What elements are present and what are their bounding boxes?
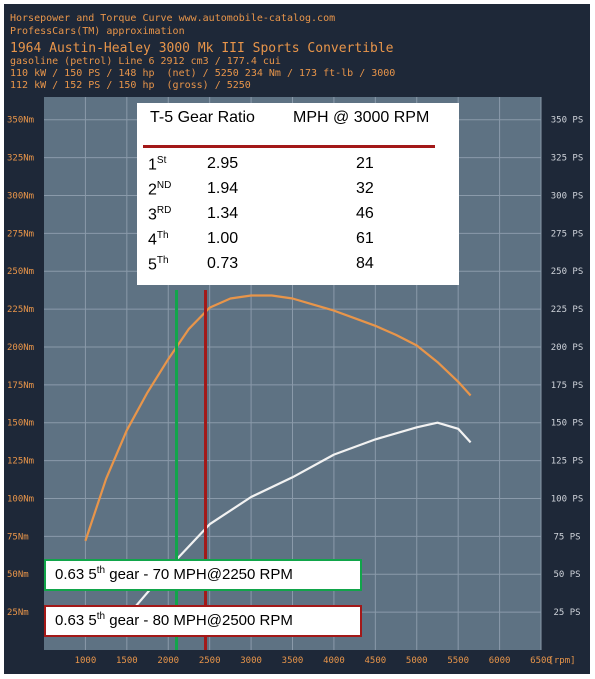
y-tick-label-right: 200 PS bbox=[551, 343, 584, 353]
header-line-approximation: ProfessCars(TM) approximation bbox=[10, 26, 185, 37]
callout-80-mph: 0.63 5th gear - 80 MPH@2500 RPM bbox=[44, 605, 362, 637]
callout-80-mph-prefix: 0.63 5 bbox=[55, 612, 97, 629]
gear-row: 4Th 1.00 61 bbox=[137, 230, 459, 254]
y-tick-label-left: 225Nm bbox=[7, 305, 34, 315]
y-tick-label-left: 175Nm bbox=[7, 381, 34, 391]
callout-70-mph-prefix: 0.63 5 bbox=[55, 566, 97, 583]
y-tick-label-right: 175 PS bbox=[551, 381, 584, 391]
y-tick-label-left: 350Nm bbox=[7, 116, 34, 126]
gear-number: 4 bbox=[148, 231, 157, 249]
gear-row: 5Th 0.73 84 bbox=[137, 255, 459, 279]
y-tick-label-left: 325Nm bbox=[7, 154, 34, 164]
y-tick-label-left: 150Nm bbox=[7, 419, 34, 429]
x-tick-label: 1500 bbox=[116, 656, 138, 666]
x-tick-label: 2000 bbox=[157, 656, 179, 666]
y-tick-label-left: 300Nm bbox=[7, 191, 34, 201]
y-tick-label-right: 125 PS bbox=[551, 457, 584, 467]
gear-label: 4Th bbox=[148, 230, 169, 249]
header-line-source: Horsepower and Torque Curve www.automobi… bbox=[10, 13, 336, 24]
gear-label: 5Th bbox=[148, 255, 169, 274]
x-tick-label: 5500 bbox=[447, 656, 469, 666]
y-tick-label-right: 225 PS bbox=[551, 305, 584, 315]
gear-label: 1St bbox=[148, 155, 166, 174]
gear-number: 2 bbox=[148, 181, 157, 199]
x-tick-label: 2500 bbox=[199, 656, 221, 666]
y-tick-label-right: 300 PS bbox=[551, 191, 584, 201]
gear-ratio: 1.34 bbox=[207, 205, 239, 222]
y-tick-label-left: 125Nm bbox=[7, 457, 34, 467]
y-tick-label-right: 75 PS bbox=[553, 532, 580, 542]
gear-ratio: 0.73 bbox=[207, 255, 239, 272]
y-tick-label-left: 50Nm bbox=[7, 570, 29, 580]
x-tick-label: 1000 bbox=[75, 656, 97, 666]
y-tick-label-right: 250 PS bbox=[551, 267, 584, 277]
y-tick-label-right: 350 PS bbox=[551, 116, 584, 126]
y-tick-label-right: 150 PS bbox=[551, 419, 584, 429]
gear-suffix: RD bbox=[156, 205, 172, 216]
y-tick-label-left: 275Nm bbox=[7, 229, 34, 239]
x-tick-label: 6000 bbox=[489, 656, 511, 666]
y-tick-label-left: 100Nm bbox=[7, 494, 34, 504]
x-tick-label: 3500 bbox=[282, 656, 304, 666]
gear-row: 3RD 1.34 46 bbox=[137, 205, 459, 229]
gear-ratio: 1.00 bbox=[207, 230, 239, 247]
y-tick-label-right: 50 PS bbox=[553, 570, 580, 580]
y-tick-label-left: 25Nm bbox=[7, 608, 29, 618]
gear-ratio: 2.95 bbox=[207, 155, 239, 172]
x-tick-label: 5000 bbox=[406, 656, 428, 666]
callout-70-mph-sup: th bbox=[96, 565, 106, 576]
callout-80-mph-sup: th bbox=[96, 611, 106, 622]
y-tick-label-left: 75Nm bbox=[7, 532, 29, 542]
gear-suffix: Th bbox=[156, 230, 169, 241]
table-header-mph: MPH @ 3000 RPM bbox=[293, 109, 430, 126]
gear-number: 3 bbox=[148, 206, 157, 224]
gear-mph: 21 bbox=[356, 155, 374, 172]
gear-row: 2ND 1.94 32 bbox=[137, 180, 459, 204]
gear-row: 1St 2.95 21 bbox=[137, 155, 459, 179]
header-line-gross-output: 112 kW / 152 PS / 150 hp (gross) / 5250 bbox=[10, 80, 251, 91]
table-header-rule bbox=[143, 145, 435, 148]
gear-ratio: 1.94 bbox=[207, 180, 239, 197]
x-tick-label: 4500 bbox=[364, 656, 386, 666]
gear-label: 3RD bbox=[148, 205, 171, 224]
x-tick-label: 4000 bbox=[323, 656, 345, 666]
gear-mph: 84 bbox=[356, 255, 374, 272]
header-line-model: 1964 Austin-Healey 3000 Mk III Sports Co… bbox=[10, 41, 394, 56]
x-tick-label: 6500 bbox=[530, 656, 552, 666]
gear-label: 2ND bbox=[148, 180, 171, 199]
table-header-gear-ratio: T-5 Gear Ratio bbox=[150, 109, 255, 126]
torque-curve bbox=[84, 294, 472, 542]
gear-mph: 46 bbox=[356, 205, 374, 222]
y-tick-label-left: 250Nm bbox=[7, 267, 34, 277]
header-line-engine: gasoline (petrol) Line 6 2912 cm3 / 177.… bbox=[10, 56, 281, 67]
callout-70-mph: 0.63 5th gear - 70 MPH@2250 RPM bbox=[44, 559, 362, 591]
callout-80-mph-text: gear - 80 MPH@2500 RPM bbox=[105, 612, 293, 629]
gear-suffix: Th bbox=[156, 255, 169, 266]
y-tick-label-left: 200Nm bbox=[7, 343, 34, 353]
gear-number: 5 bbox=[148, 256, 157, 274]
y-tick-label-right: 25 PS bbox=[553, 608, 580, 618]
y-tick-label-right: 100 PS bbox=[551, 494, 584, 504]
y-tick-label-right: 325 PS bbox=[551, 154, 584, 164]
gear-mph: 61 bbox=[356, 230, 374, 247]
gear-suffix: ND bbox=[156, 180, 172, 191]
header-line-net-output: 110 kW / 150 PS / 148 hp (net) / 5250 23… bbox=[10, 68, 396, 79]
gear-mph: 32 bbox=[356, 180, 374, 197]
callout-70-mph-text: gear - 70 MPH@2250 RPM bbox=[105, 566, 293, 583]
x-axis-unit: [rpm] bbox=[548, 656, 575, 666]
x-tick-label: 3000 bbox=[240, 656, 262, 666]
y-tick-label-right: 275 PS bbox=[551, 229, 584, 239]
gear-suffix: St bbox=[156, 155, 167, 166]
gear-number: 1 bbox=[148, 156, 157, 174]
gear-ratio-table: T-5 Gear Ratio MPH @ 3000 RPM 1St 2.95 21 2… bbox=[137, 103, 459, 285]
